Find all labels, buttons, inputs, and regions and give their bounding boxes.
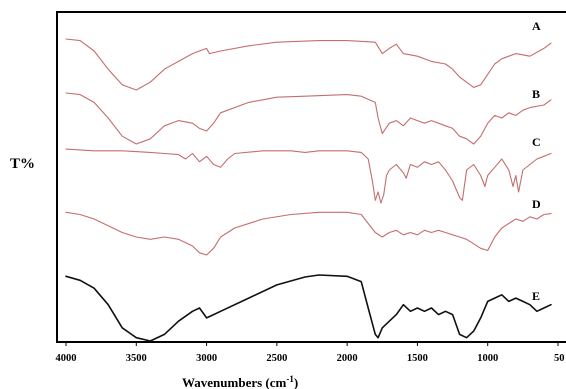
x-axis-label: Wavenumbers (cm-1)	[182, 374, 298, 389]
trace-a	[65, 38, 552, 91]
x-axis-label-close: )	[294, 375, 298, 389]
trace-e	[65, 274, 552, 342]
x-axis-label-sup: -1	[286, 374, 294, 384]
x-tick-label: 4000	[56, 353, 77, 364]
x-tick-label: 50	[554, 353, 565, 364]
series-label-c: C	[532, 135, 541, 149]
y-axis-label: T%	[10, 156, 35, 172]
series-label-a: A	[532, 19, 541, 33]
x-tick-label: 3000	[196, 353, 217, 364]
plot-frame	[56, 11, 566, 343]
x-tick-label: 1000	[477, 353, 498, 364]
x-tick-label: 1500	[407, 353, 428, 364]
traces-group	[65, 38, 552, 342]
trace-d	[65, 211, 552, 256]
x-ticks-group: 4000 3500 3000 2500 2000 1500 1000 50	[56, 342, 565, 364]
x-axis-label-main: Wavenumbers (cm	[182, 375, 287, 389]
x-tick-label: 2500	[266, 353, 287, 364]
x-tick-label: 2000	[337, 353, 358, 364]
series-labels-group: A B C D E	[532, 19, 541, 303]
x-tick-label: 3500	[126, 353, 147, 364]
series-label-d: D	[532, 197, 541, 211]
series-label-e: E	[532, 289, 540, 303]
series-label-b: B	[532, 87, 540, 101]
trace-c	[65, 148, 552, 204]
trace-b	[65, 92, 552, 145]
